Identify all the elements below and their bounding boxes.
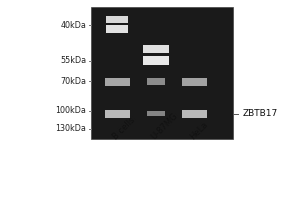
Text: HeLa: HeLa [188,120,210,141]
Text: 55kDa: 55kDa [60,56,86,65]
Bar [143,56,169,65]
Bar [106,25,128,33]
Text: ZBTB17: ZBTB17 [242,109,278,118]
Bar [147,111,165,116]
Text: 100kDa: 100kDa [55,106,86,115]
Bar [105,110,130,118]
Text: 130kDa: 130kDa [55,124,86,133]
Bar [105,78,130,86]
Bar [182,110,207,118]
Bar [143,45,169,53]
Bar [182,78,207,86]
Text: 70kDa: 70kDa [60,77,86,86]
Bar [147,78,165,85]
Text: B cells: B cells [111,116,137,141]
Text: U-87MG: U-87MG [150,111,180,141]
Bar [91,7,233,139]
Text: 40kDa: 40kDa [60,21,86,30]
Bar [106,16,128,23]
